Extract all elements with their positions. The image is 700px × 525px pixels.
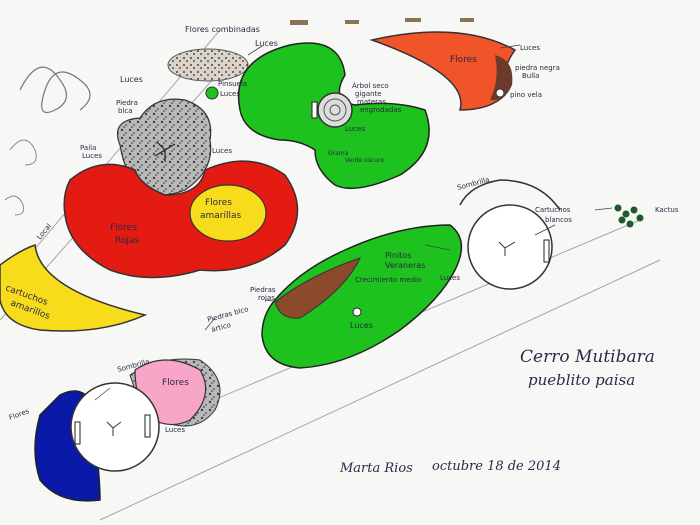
label-medium-growth: Crecimiento medio — [355, 276, 421, 284]
red-stones-strip — [274, 257, 361, 319]
label-combined-flowers: Flores combinadas — [185, 25, 260, 34]
label-pink-flowers: Flores — [162, 378, 189, 388]
label-lights: Luces — [212, 147, 232, 155]
label-yellow-flowers-2: amarillas — [200, 211, 242, 221]
label-lights: Luces — [350, 321, 373, 330]
label-green-1: Grama — [328, 150, 349, 157]
label-dry-tree: Árbol seco — [352, 81, 389, 90]
right-planter-circle — [467, 204, 553, 290]
light-marker-icon — [74, 421, 81, 445]
star-shrub-icon — [106, 421, 122, 436]
label-yellow-flowers: Flores — [205, 198, 232, 208]
label-lights: Luces — [440, 274, 460, 282]
path-line-3 — [99, 259, 661, 521]
label-local: Local — [35, 222, 53, 241]
dash-marker — [405, 18, 421, 22]
label-blue-flowers: Flores — [8, 407, 31, 422]
label-giant: gigante — [355, 90, 382, 98]
scribble-decoration-2 — [9, 139, 37, 166]
cactus-dots-icon — [614, 204, 644, 228]
dash-marker — [290, 20, 308, 25]
author-signature: Marta Rios — [339, 461, 413, 476]
leader-lines — [94, 44, 613, 401]
dry-tree-icon — [317, 92, 353, 128]
label-white-cartridges-2: blancos — [545, 216, 572, 224]
label-arctic: ártico — [210, 321, 231, 334]
label-red-flowers-2: Rojas — [115, 236, 139, 246]
star-shrub-icon — [154, 141, 176, 162]
tree-ring-icon — [329, 104, 341, 116]
label-red-stones-2: rojas — [258, 294, 275, 302]
label-cactus: Kactus — [655, 206, 679, 214]
label-pinsuela: Pinsuela — [218, 80, 247, 88]
label-lights: Luces — [165, 426, 185, 434]
label-red-flowers: Flores — [110, 223, 137, 233]
umbrella-arc — [459, 179, 561, 211]
label-lights: Luces — [120, 75, 143, 84]
dash-marker — [460, 18, 474, 22]
label-paila: Paila — [80, 144, 96, 152]
label-stone-white: blca — [118, 107, 133, 115]
label-pine-candle: pino vela — [510, 91, 542, 99]
drawing-date: octubre 18 de 2014 — [432, 459, 561, 474]
light-marker-icon — [543, 239, 550, 263]
yellow-lilies-bed — [0, 243, 148, 332]
label-veraneras: Veraneras — [385, 261, 425, 270]
label-lights: Luces — [220, 90, 240, 98]
small-shrub-icon — [205, 86, 219, 100]
place-title: Cerro Mutibara — [520, 347, 655, 367]
label-pines: Pinitos — [385, 251, 411, 260]
yellow-flower-bed — [189, 184, 267, 242]
label-white-cartridges: Cartuchos — [535, 206, 571, 214]
light-marker-icon — [311, 101, 318, 119]
label-engrodadas: engrodadas — [360, 106, 402, 114]
label-pots: materas — [357, 98, 386, 106]
scribble-decoration — [19, 66, 91, 114]
combined-flowers-bed — [167, 48, 249, 82]
label-stone: Piedra — [116, 99, 138, 107]
label-green-2: Verde oscuro — [345, 157, 384, 164]
tree-ring-icon — [323, 98, 347, 122]
dash-marker — [345, 20, 359, 24]
label-orange-flowers: Flores — [450, 55, 477, 65]
label-lights: Luces — [82, 152, 102, 160]
label-bulla: Bulla — [522, 72, 539, 80]
green-lawn-bottom — [261, 224, 463, 369]
dark-stone — [490, 55, 513, 101]
label-black-stone: piedra negra — [515, 64, 560, 72]
label-lights: Luces — [520, 44, 540, 52]
light-point-icon — [352, 307, 362, 317]
light-marker-icon — [144, 414, 151, 438]
label-lights: Luces — [255, 39, 278, 48]
scribble-decoration-3 — [4, 195, 25, 216]
star-shrub-icon — [498, 241, 516, 256]
pine-candle-icon — [495, 88, 505, 98]
label-lights: Luces — [345, 125, 365, 133]
label-red-stones: Piedras — [250, 286, 276, 294]
place-subtitle: pueblito paisa — [528, 371, 635, 389]
